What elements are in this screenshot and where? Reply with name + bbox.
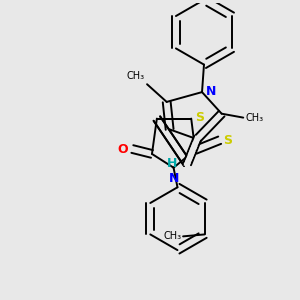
Text: S: S xyxy=(195,111,204,124)
Text: CH₃: CH₃ xyxy=(245,112,263,123)
Text: S: S xyxy=(224,134,232,147)
Text: CH₃: CH₃ xyxy=(127,71,145,81)
Text: O: O xyxy=(118,142,128,155)
Text: N: N xyxy=(169,172,180,184)
Text: CH₃: CH₃ xyxy=(163,231,181,242)
Text: N: N xyxy=(206,85,216,98)
Text: H: H xyxy=(167,157,178,170)
